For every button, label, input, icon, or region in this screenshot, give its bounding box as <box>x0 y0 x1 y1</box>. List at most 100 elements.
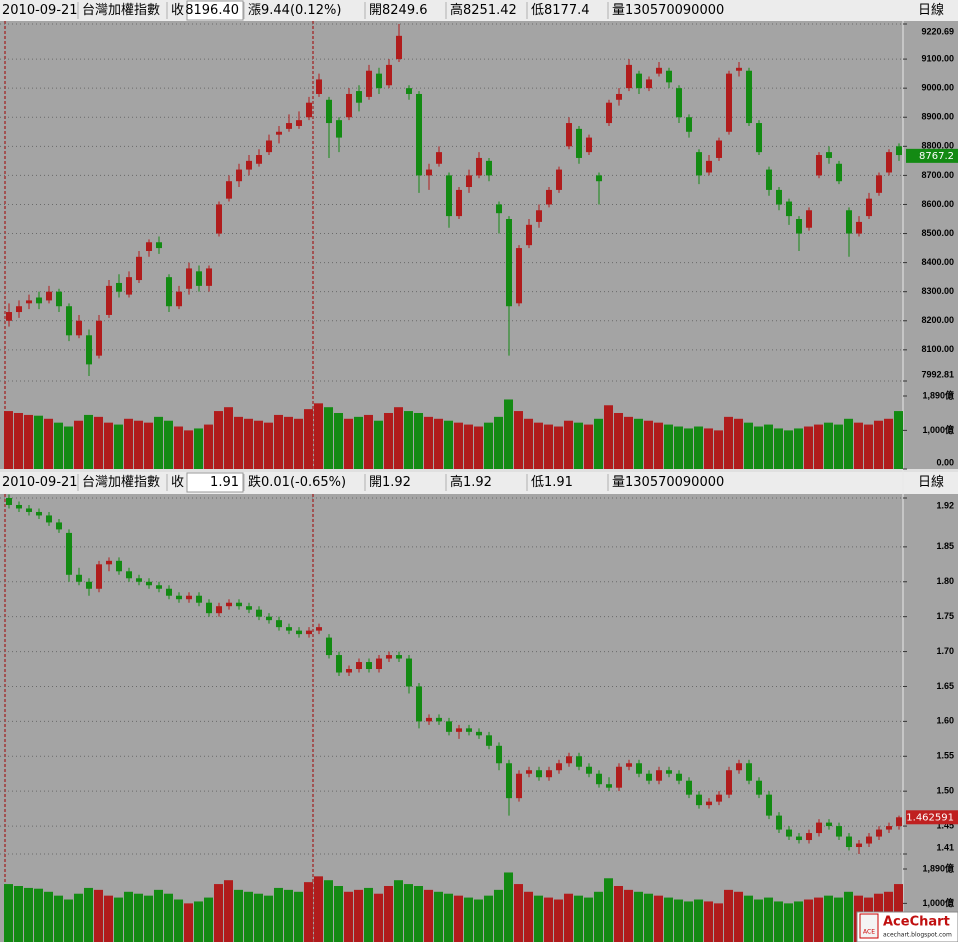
candle-body <box>266 616 272 621</box>
candle-body <box>786 829 792 837</box>
volume-bar <box>624 416 633 469</box>
y-tick-label: 8800.00 <box>921 141 954 151</box>
volume-bar <box>884 418 893 469</box>
volume-bar <box>634 891 643 942</box>
candle-body <box>636 73 642 89</box>
volume-bar <box>784 430 793 469</box>
volume-bar <box>794 428 803 469</box>
candle-body <box>226 181 232 199</box>
candle-body <box>176 595 182 600</box>
candle-body <box>346 669 352 673</box>
volume-bar <box>144 895 153 942</box>
candle-body <box>686 780 692 795</box>
volume-bar <box>354 416 363 469</box>
candle-body <box>126 277 132 295</box>
candle-body <box>576 756 582 767</box>
volume-bar <box>554 899 563 942</box>
volume-bar <box>644 893 653 942</box>
volume-bar <box>834 424 843 469</box>
volume-bar <box>614 412 623 469</box>
candle-body <box>396 35 402 60</box>
y-tick-label: 1.55 <box>936 751 954 761</box>
volume-bar <box>774 901 783 942</box>
candle-body <box>636 763 642 774</box>
header-close-label: 收 <box>171 3 184 18</box>
volume-bar <box>284 416 293 469</box>
volume-tick-label: 1,000億 <box>922 424 954 435</box>
candle-body <box>506 218 512 307</box>
volume-bar <box>14 885 23 942</box>
candle-body <box>666 770 672 774</box>
volume-bar <box>654 422 663 469</box>
candle-body <box>836 826 842 837</box>
candle-body <box>116 282 122 292</box>
y-tick-label: 8400.00 <box>921 257 954 267</box>
candle-body <box>896 817 902 827</box>
volume-bar <box>444 420 453 469</box>
candle-body <box>306 102 312 118</box>
volume-tick-label: 1,000億 <box>922 897 954 908</box>
candle-body <box>536 770 542 778</box>
volume-bar <box>714 430 723 469</box>
volume-bar <box>144 422 153 469</box>
volume-bar <box>4 884 13 942</box>
volume-bar <box>514 884 523 942</box>
candle-body <box>326 637 332 656</box>
candle-body <box>156 585 162 589</box>
volume-bar <box>594 418 603 469</box>
volume-bar <box>94 416 103 469</box>
candle-body <box>556 763 562 771</box>
y-tick-label: 9220.69 <box>921 26 954 36</box>
candle-body <box>626 64 632 89</box>
volume-bar <box>474 426 483 469</box>
candle-body <box>766 169 772 190</box>
candle-body <box>226 602 232 607</box>
volume-bar <box>484 895 493 942</box>
volume-bar <box>844 891 853 942</box>
candle-body <box>206 602 212 614</box>
volume-bar <box>794 901 803 942</box>
volume-bar <box>494 416 503 469</box>
volume-bar <box>424 889 433 942</box>
volume-bar <box>544 897 553 942</box>
candle-body <box>176 291 182 307</box>
volume-bar <box>244 891 253 942</box>
volume-bar <box>284 889 293 942</box>
volume-tick-label: 0.00 <box>936 457 954 467</box>
volume-bar <box>714 903 723 942</box>
candle-body <box>316 627 322 631</box>
candle-body <box>776 815 782 830</box>
candle-body <box>276 131 282 135</box>
volume-bar <box>54 422 63 469</box>
candle-body <box>216 204 222 234</box>
candle-body <box>196 271 202 286</box>
candle-body <box>566 123 572 147</box>
candle-body <box>296 120 302 126</box>
last-price-label: 8767.2 <box>919 151 954 162</box>
candle-body <box>796 836 802 841</box>
logo-badge: ACE <box>863 929 875 936</box>
volume-bar <box>154 416 163 469</box>
last-price-tag <box>906 810 958 825</box>
candle-body <box>416 93 422 176</box>
candle-body <box>876 175 882 193</box>
volume-bar <box>44 891 53 942</box>
candle-body <box>426 717 432 722</box>
candle-body <box>66 532 72 575</box>
volume-bar <box>474 899 483 942</box>
candle-body <box>696 794 702 806</box>
header-close-label: 收 <box>171 475 184 490</box>
volume-bar <box>184 430 193 469</box>
volume-bar <box>34 888 43 942</box>
candle-body <box>256 609 262 617</box>
volume-bar <box>214 411 223 469</box>
volume-bar <box>414 412 423 469</box>
candle-body <box>56 291 62 307</box>
last-price-label: 1.462591 <box>906 812 954 823</box>
volume-bar <box>764 897 773 942</box>
volume-bar <box>434 891 443 942</box>
candle-body <box>316 79 322 94</box>
volume-bar <box>4 411 13 469</box>
candle-body <box>466 728 472 732</box>
